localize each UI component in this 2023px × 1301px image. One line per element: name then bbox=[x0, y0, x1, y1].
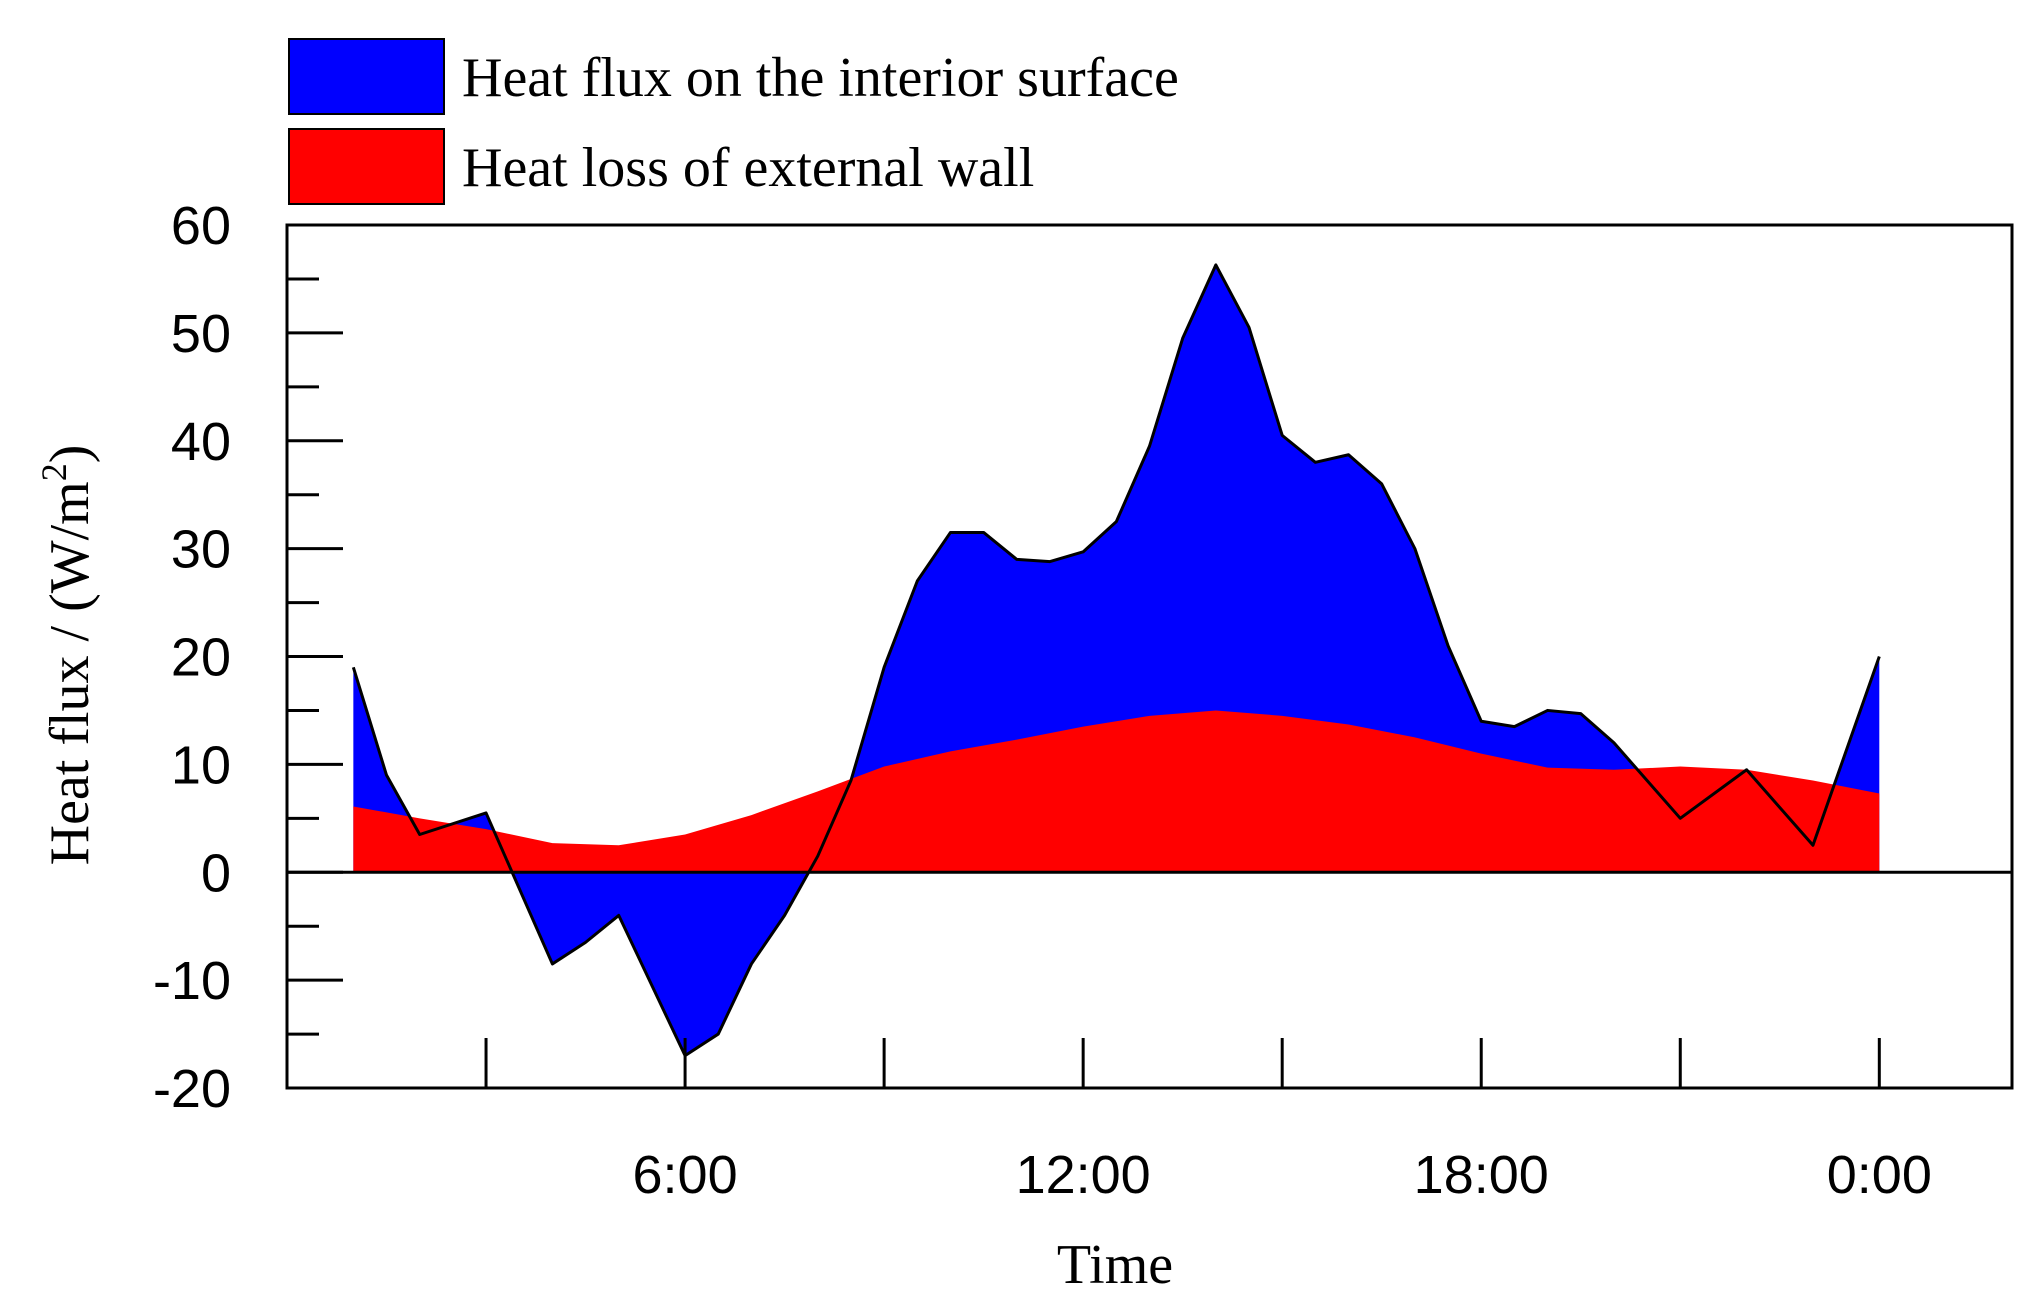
y-tick-label: 30 bbox=[171, 520, 231, 580]
legend-swatch-external-wall bbox=[288, 128, 445, 205]
y-axis-title: Heat flux / (W/m2) bbox=[34, 445, 101, 866]
y-tick-label: 60 bbox=[171, 196, 231, 256]
area-heat-flux-interior-surface bbox=[353, 264, 1880, 1056]
legend-label-interior-surface: Heat flux on the interior surface bbox=[462, 47, 1179, 109]
legend-label-external-wall: Heat loss of external wall bbox=[462, 137, 1034, 199]
y-tick-label: -10 bbox=[153, 951, 231, 1011]
y-tick-label: 50 bbox=[171, 304, 231, 364]
x-tick-label: 0:00 bbox=[1827, 1145, 1932, 1205]
legend-swatch-interior-surface bbox=[288, 38, 445, 115]
plot-area: 60 50 40 30 20 10 0 -10 -20 6:00 12:00 18:00 0:00 bbox=[153, 196, 2014, 1205]
x-tick-label: 18:00 bbox=[1414, 1145, 1549, 1205]
y-axis-title-close: ) bbox=[39, 445, 101, 464]
y-axis-title-superscript: 2 bbox=[34, 463, 74, 481]
x-axis: 6:00 12:00 18:00 0:00 bbox=[484, 1038, 1932, 1205]
y-tick-label: -20 bbox=[153, 1059, 231, 1119]
y-tick-label: 40 bbox=[171, 412, 231, 472]
area-heat-loss-external-wall bbox=[353, 710, 1880, 873]
legend: Heat flux on the interior surface Heat l… bbox=[288, 38, 1179, 205]
x-tick-label: 6:00 bbox=[633, 1145, 738, 1205]
y-tick-label: 20 bbox=[171, 628, 231, 688]
x-tick-label: 12:00 bbox=[1016, 1145, 1151, 1205]
y-tick-label: 0 bbox=[201, 843, 231, 903]
y-tick-label: 10 bbox=[171, 735, 231, 795]
y-axis: 60 50 40 30 20 10 0 -10 -20 bbox=[153, 196, 343, 1119]
y-axis-title-text: Heat flux / (W/m bbox=[39, 481, 101, 865]
x-axis-title: Time bbox=[1057, 1234, 1173, 1296]
line-heat-flux-interior-surface bbox=[351, 263, 1881, 1058]
